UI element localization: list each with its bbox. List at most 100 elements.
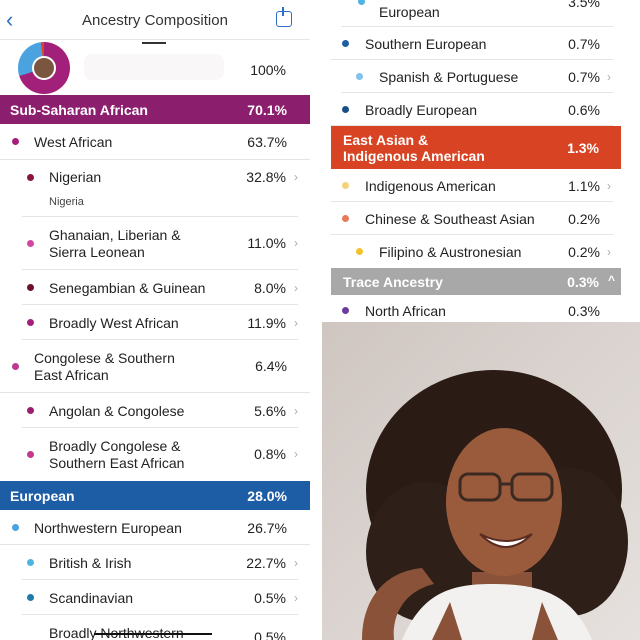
row-value: 63.7% [247, 134, 287, 150]
ancestry-left-screen: ‹ Ancestry Composition 100% Sub-Saharan … [0, 0, 310, 640]
row-filipino-austronesian[interactable]: Filipino & Austronesian 0.2% › [341, 235, 613, 268]
row-value: 0.5% [254, 629, 286, 640]
strike-mark [94, 633, 212, 635]
color-dot [342, 40, 349, 47]
row-label: Scandinavian [49, 590, 134, 606]
avatar [32, 56, 56, 80]
row-label: Indigenous American [365, 178, 496, 194]
row-congolese-southern-east-african[interactable]: Congolese & Southern East African 6.4% [0, 340, 310, 393]
chevron-right-icon: › [294, 556, 298, 570]
row-northwestern-european[interactable]: Northwestern European 26.7% [0, 510, 310, 545]
band-value: 0.3% [567, 274, 599, 290]
row-british-irish[interactable]: British & Irish 22.7% › [22, 545, 298, 580]
band-value: 28.0% [247, 488, 287, 504]
color-dot [342, 215, 349, 222]
color-dot [12, 524, 19, 531]
row-angolan-congolese[interactable]: Angolan & Congolese 5.6% › [22, 393, 298, 428]
row-label: Filipino & Austronesian [379, 244, 522, 260]
row-value: 0.7% [568, 36, 600, 52]
portrait-illustration [322, 322, 640, 640]
row-value: 0.7% [568, 69, 600, 85]
row-sublabel: Nigeria [49, 196, 84, 208]
row-label: Spanish & Portuguese [379, 69, 519, 85]
row-value: 3.5% [568, 0, 600, 10]
color-dot [356, 248, 363, 255]
row-value: 11.0% [247, 235, 286, 251]
row-value: 8.0% [254, 280, 286, 296]
total-percentage: 100% [250, 62, 286, 78]
row-label-line-1: Congolese & Southern [34, 350, 175, 366]
chevron-right-icon: › [294, 316, 298, 330]
band-label-line-2: Indigenous American [343, 148, 485, 164]
chevron-right-icon: › [294, 236, 298, 250]
row-west-african[interactable]: West African 63.7% [0, 124, 310, 160]
chevron-left-icon[interactable]: ‹ [6, 7, 14, 32]
divider [142, 42, 166, 44]
row-broadly-northwestern[interactable]: Broadly Northwestern 0.5% [22, 615, 298, 640]
row-value: 0.2% [568, 244, 600, 260]
color-dot [27, 284, 34, 291]
row-label: Northwestern European [34, 520, 182, 536]
row-label: Senegambian & Guinean [49, 280, 206, 296]
chevron-right-icon: › [294, 404, 298, 418]
row-label-line-2: Sierra Leonean [49, 244, 145, 260]
page-title: Ancestry Composition [82, 12, 228, 29]
row-value: 0.6% [568, 102, 600, 118]
row-label-line-2: East African [34, 367, 109, 383]
row-southern-european[interactable]: Southern European 0.7% [331, 27, 613, 60]
row-indigenous-american[interactable]: Indigenous American 1.1% › [331, 169, 613, 202]
row-value: 6.4% [255, 358, 287, 374]
row-label-line-1: Ghanaian, Liberian & [49, 227, 181, 243]
chevron-right-icon: › [294, 591, 298, 605]
row-nigerian[interactable]: Nigerian Nigeria 32.8% › [22, 160, 298, 217]
band-value: 70.1% [247, 102, 287, 118]
row-label: Broadly West African [49, 315, 179, 331]
share-icon[interactable] [276, 7, 292, 27]
color-dot [358, 0, 365, 5]
row-label: North African [365, 303, 446, 319]
color-dot [27, 240, 34, 247]
row-spanish-portuguese[interactable]: Spanish & Portuguese 0.7% › [341, 60, 613, 93]
color-dot [342, 182, 349, 189]
row-value: 0.2% [568, 211, 600, 227]
band-label: European [10, 488, 75, 504]
band-east-asian-indigenous-american[interactable]: East Asian & Indigenous American 1.3% [331, 126, 621, 169]
row-broadly-congolese-southern-east-african[interactable]: Broadly Congolese & Southern East Africa… [22, 428, 298, 481]
color-dot [27, 407, 34, 414]
row-ghanaian-liberian-sierra-leonean[interactable]: Ghanaian, Liberian & Sierra Leonean 11.0… [22, 217, 298, 270]
color-dot [12, 138, 19, 145]
color-dot [342, 307, 349, 314]
chevron-right-icon: › [607, 245, 611, 259]
color-dot [12, 363, 19, 370]
row-north-african[interactable]: North African 0.3% [331, 295, 613, 322]
band-trace-ancestry[interactable]: Trace Ancestry 0.3% ^ [331, 268, 621, 295]
row-label: Chinese & Southeast Asian [365, 211, 535, 227]
row-european-top[interactable]: European 3.5% [341, 0, 613, 27]
chevron-right-icon: › [294, 170, 298, 184]
chevron-right-icon: › [294, 281, 298, 295]
row-chinese-southeast-asian[interactable]: Chinese & Southeast Asian 0.2% [331, 202, 613, 235]
row-value: 0.5% [254, 590, 286, 606]
collage-edge [621, 0, 640, 322]
row-label-line-1: Broadly Congolese & [49, 438, 181, 454]
ancestry-right-screen: European 3.5% Southern European 0.7% Spa… [331, 0, 621, 322]
band-sub-saharan-african[interactable]: Sub-Saharan African 70.1% [0, 95, 310, 124]
chevron-right-icon: › [294, 447, 298, 461]
band-value: 1.3% [567, 140, 599, 156]
row-value: 26.7% [247, 520, 287, 536]
row-label: Broadly European [365, 102, 478, 118]
band-european[interactable]: European 28.0% [0, 481, 310, 510]
row-senegambian-guinean[interactable]: Senegambian & Guinean 8.0% › [22, 270, 298, 305]
chevron-up-icon: ^ [607, 273, 615, 287]
color-dot [27, 319, 34, 326]
row-broadly-west-african[interactable]: Broadly West African 11.9% › [22, 305, 298, 340]
band-label: Trace Ancestry [343, 274, 443, 290]
row-value: 0.8% [254, 446, 286, 462]
row-broadly-european[interactable]: Broadly European 0.6% [331, 93, 613, 126]
row-scandinavian[interactable]: Scandinavian 0.5% › [22, 580, 298, 615]
ancestry-donut-chart[interactable] [18, 42, 70, 94]
row-label: Southern European [365, 36, 487, 52]
chevron-right-icon: › [607, 179, 611, 193]
row-value: 5.6% [254, 403, 286, 419]
row-value: 22.7% [246, 555, 286, 571]
